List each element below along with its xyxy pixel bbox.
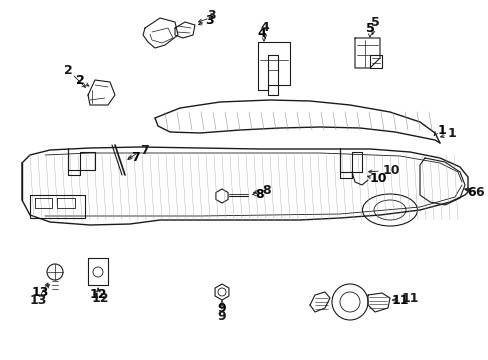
Text: 8: 8 (262, 184, 270, 197)
Text: 9: 9 (217, 302, 226, 315)
Text: 7: 7 (140, 144, 148, 157)
Text: 1: 1 (437, 123, 446, 136)
Text: 7: 7 (130, 150, 139, 163)
Text: 11: 11 (390, 293, 408, 306)
Text: 3: 3 (205, 14, 214, 27)
Text: 11: 11 (401, 292, 419, 305)
Text: 1: 1 (447, 126, 456, 140)
Text: 2: 2 (76, 73, 84, 86)
Text: 10: 10 (382, 163, 400, 176)
Text: 13: 13 (31, 285, 49, 298)
Text: 5: 5 (370, 15, 379, 28)
Text: 12: 12 (91, 292, 108, 305)
Text: 10: 10 (368, 171, 386, 185)
Text: 2: 2 (63, 63, 72, 77)
Text: 4: 4 (260, 21, 269, 33)
Text: 9: 9 (217, 310, 226, 323)
Text: 13: 13 (29, 293, 46, 306)
Text: 6: 6 (474, 185, 483, 198)
Text: 4: 4 (257, 27, 266, 40)
Text: 3: 3 (207, 9, 216, 22)
Text: 6: 6 (467, 185, 475, 198)
Text: 12: 12 (89, 288, 106, 302)
Text: 8: 8 (255, 188, 264, 201)
Text: 5: 5 (365, 22, 374, 35)
